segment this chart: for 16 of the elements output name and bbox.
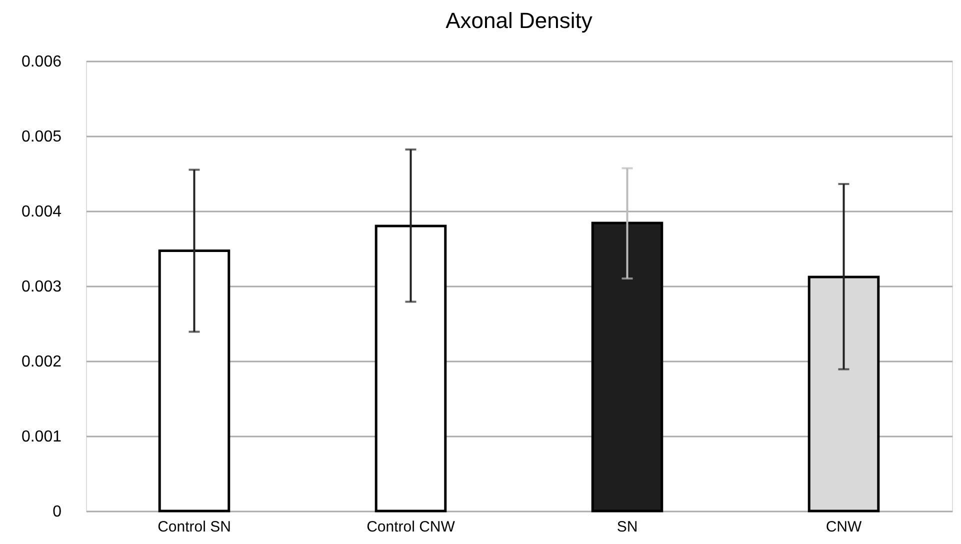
y-tick-label: 0.006 [21, 54, 62, 70]
y-tick-label: 0 [52, 504, 62, 520]
x-tick-label: CNW [826, 518, 862, 536]
chart-title: Axonal Density [446, 8, 592, 33]
y-tick-label: 0.001 [21, 428, 62, 446]
x-tick-label: Control CNW [366, 518, 456, 536]
y-tick-label: 0.005 [21, 128, 62, 146]
y-tick-label: 0.004 [21, 204, 62, 220]
x-tick-label: Control SN [158, 518, 231, 536]
y-tick-label: 0.003 [21, 278, 62, 296]
y-tick-label: 0.002 [21, 354, 62, 370]
bar [808, 276, 880, 512]
x-tick-label: SN [616, 518, 638, 536]
bar [158, 250, 230, 512]
bar [374, 224, 447, 512]
bar [591, 222, 664, 512]
